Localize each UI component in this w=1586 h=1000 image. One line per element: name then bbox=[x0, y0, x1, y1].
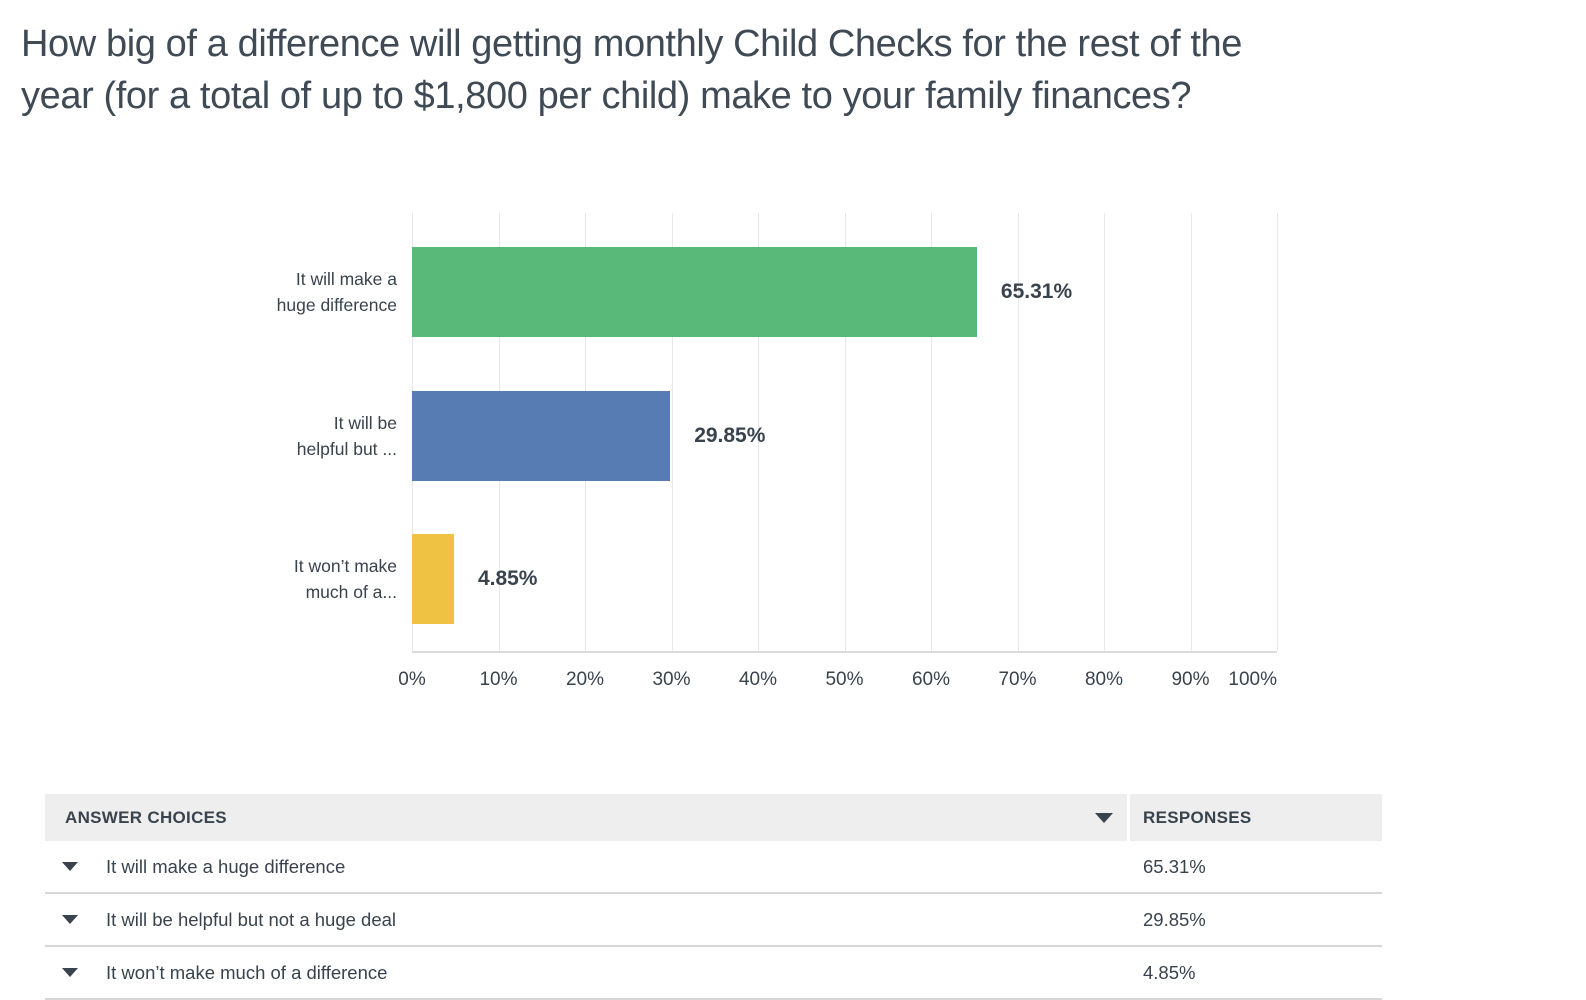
answer-cell: It won’t make much of a difference bbox=[45, 962, 1130, 984]
table-row: It won’t make much of a difference 4.85% bbox=[45, 947, 1382, 1000]
bar-value-label: 29.85% bbox=[694, 424, 766, 447]
sort-triangle-down-icon[interactable] bbox=[1095, 812, 1113, 823]
x-axis-tick-labels: 0% 10% 20% 30% 40% 50% 60% 70% 80% 90% 100% bbox=[398, 668, 1277, 694]
response-value: 29.85% bbox=[1143, 908, 1206, 930]
x-tick-60%: 60% bbox=[911, 669, 951, 690]
response-value: 4.85% bbox=[1143, 961, 1196, 983]
results-bar-chart: It will make a huge difference It will be h… bbox=[0, 213, 1586, 713]
category-label-2: It will be helpful but ... bbox=[296, 413, 397, 459]
bar-value-label: 65.31% bbox=[1000, 280, 1073, 303]
table-row: It will be helpful but not a huge deal 29… bbox=[45, 894, 1382, 947]
bar-3[interactable] bbox=[412, 534, 454, 624]
answer-choice-label: It will make a huge difference bbox=[106, 855, 346, 877]
expand-triangle-down-icon[interactable] bbox=[62, 968, 78, 977]
x-tick-80%: 80% bbox=[1084, 669, 1124, 690]
x-tick-70%: 70% bbox=[998, 669, 1037, 690]
gridline-100% bbox=[1277, 213, 1278, 651]
response-value: 65.31% bbox=[1143, 855, 1206, 877]
x-tick-90%: 90% bbox=[1171, 669, 1210, 690]
table-header-row: ANSWER CHOICES RESPONSES bbox=[45, 794, 1382, 841]
x-tick-100%: 100% bbox=[1228, 669, 1277, 690]
answer-choices-header-cell: ANSWER CHOICES bbox=[45, 794, 1127, 841]
category-label-3: It won’t make much of a... bbox=[293, 556, 397, 602]
gridline-40% bbox=[758, 213, 759, 651]
responses-header-label: RESPONSES bbox=[1143, 807, 1252, 827]
bar-value-label: 4.85% bbox=[477, 567, 538, 590]
bar-1[interactable] bbox=[412, 247, 977, 337]
x-tick-30%: 30% bbox=[652, 669, 691, 690]
gridline-30% bbox=[671, 213, 673, 651]
x-tick-40%: 40% bbox=[738, 669, 778, 690]
answer-choices-header-label: ANSWER CHOICES bbox=[65, 807, 227, 827]
answer-choices-table: ANSWER CHOICES RESPONSES It will make a … bbox=[45, 794, 1382, 1000]
responses-header-cell: RESPONSES bbox=[1130, 794, 1382, 841]
x-tick-50%: 50% bbox=[825, 669, 864, 690]
gridline-60% bbox=[931, 213, 932, 651]
gridline-70% bbox=[1017, 213, 1019, 651]
answer-cell: It will be helpful but not a huge deal bbox=[45, 909, 1130, 931]
answer-choice-label: It will be helpful but not a huge deal bbox=[106, 908, 397, 930]
question-title-line-2: year (for a total of up to $1,800 per ch… bbox=[21, 75, 1192, 117]
question-title: How big of a difference will getting mon… bbox=[21, 18, 1567, 122]
expand-triangle-down-icon[interactable] bbox=[62, 862, 78, 871]
x-tick-20%: 20% bbox=[565, 669, 605, 690]
x-tick-10%: 10% bbox=[479, 669, 518, 690]
gridline-50% bbox=[844, 213, 846, 651]
table-body: It will make a huge difference 65.31% It w… bbox=[45, 841, 1382, 1000]
gridline-80% bbox=[1104, 213, 1105, 651]
category-axis-labels: It will make a huge difference It will be h… bbox=[0, 213, 397, 653]
x-tick-0%: 0% bbox=[398, 669, 426, 690]
gridline-90% bbox=[1190, 213, 1192, 651]
answer-choice-label: It won’t make much of a difference bbox=[106, 961, 388, 983]
bar-2[interactable] bbox=[412, 391, 671, 481]
answer-cell: It will make a huge difference bbox=[45, 856, 1130, 878]
table-row: It will make a huge difference 65.31% bbox=[45, 841, 1382, 894]
category-label-1: It will make a huge difference bbox=[276, 269, 397, 315]
question-title-line-1: How big of a difference will getting mon… bbox=[21, 23, 1243, 65]
chart-plot-area: 65.31% 29.85% 4.85% bbox=[412, 213, 1278, 653]
expand-triangle-down-icon[interactable] bbox=[62, 915, 78, 924]
